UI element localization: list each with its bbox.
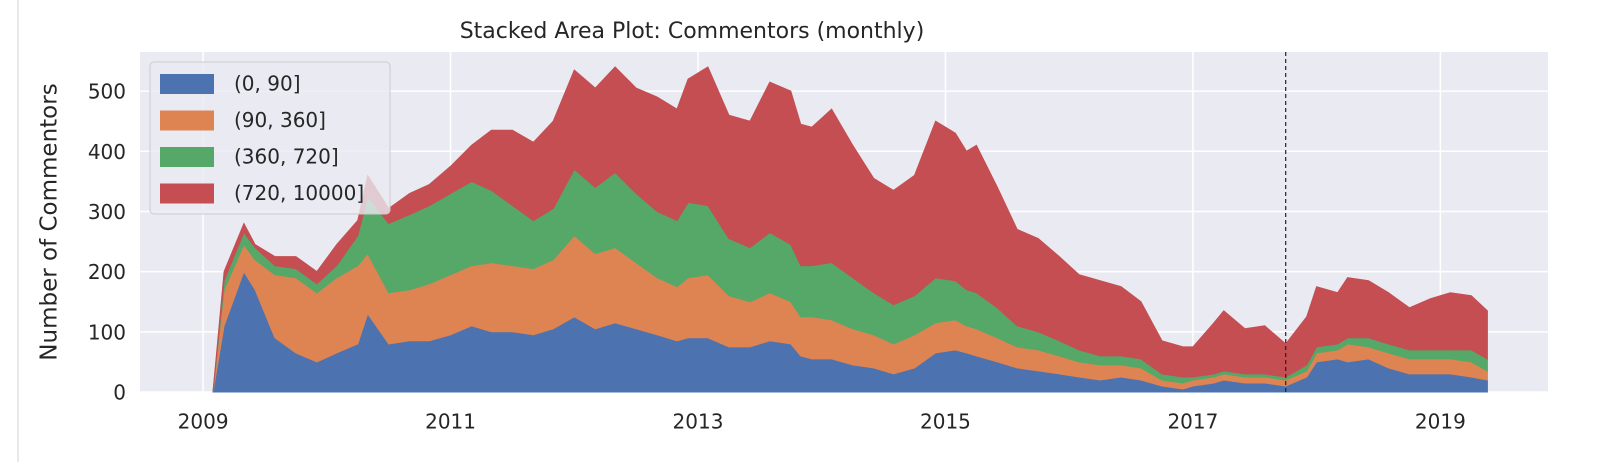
legend-label: (360, 720] — [234, 145, 339, 169]
y-axis-label: Number of Commentors — [37, 83, 63, 360]
y-tick-label: 500 — [88, 80, 126, 104]
x-tick-label: 2019 — [1415, 410, 1466, 434]
legend-swatch — [160, 147, 214, 167]
legend-box — [149, 61, 391, 215]
legend-label: (90, 360] — [234, 108, 326, 132]
x-tick-label: 2017 — [1167, 410, 1218, 434]
legend-swatch — [160, 74, 214, 94]
chart-title: Stacked Area Plot: Commentors (monthly) — [460, 19, 925, 44]
legend-label: (720, 10000] — [234, 181, 364, 205]
x-tick-label: 2013 — [673, 410, 724, 434]
x-tick-label: 2015 — [920, 410, 971, 434]
y-tick-label: 0 — [113, 381, 126, 405]
legend-swatch — [160, 183, 214, 204]
x-tick-label: 2011 — [425, 410, 476, 434]
area — [212, 66, 1488, 393]
y-tick-label: 300 — [88, 200, 126, 224]
legend-label: (0, 90] — [234, 72, 301, 96]
legend-swatch — [160, 110, 214, 131]
y-tick-label: 400 — [88, 140, 126, 164]
x-tick-label: 2009 — [178, 410, 229, 434]
y-tick-label: 100 — [88, 320, 126, 344]
y-tick-label: 200 — [88, 260, 126, 284]
